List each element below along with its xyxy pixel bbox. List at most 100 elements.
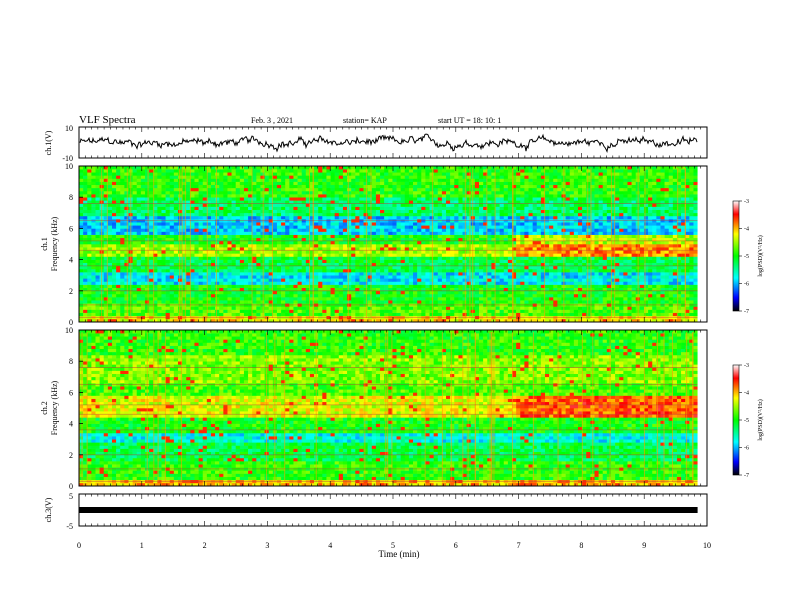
spec-cell <box>466 247 472 251</box>
spec-cell <box>549 265 554 270</box>
spec-cell <box>111 268 117 273</box>
spec-cell <box>140 231 146 235</box>
spec-cell <box>454 275 459 279</box>
spec-cell <box>111 256 117 260</box>
spec-cell <box>157 284 162 288</box>
spec-cell <box>643 237 649 242</box>
spec-cell <box>256 300 261 304</box>
spec-cell <box>322 265 327 270</box>
spec-cell <box>87 262 92 267</box>
spec-cell <box>499 318 505 323</box>
spec-cell <box>557 278 562 282</box>
spec-cell <box>136 309 142 313</box>
spec-cell <box>235 290 241 295</box>
spec-cell <box>668 300 674 304</box>
spec-cell <box>615 297 620 301</box>
spec-cell <box>610 297 616 301</box>
spec-cell <box>491 262 496 267</box>
spec-cell <box>91 237 96 242</box>
spec-cell <box>483 256 488 260</box>
spec-cell <box>619 237 624 242</box>
spec-cell <box>169 297 175 301</box>
spec-cell <box>586 250 591 254</box>
spec-cell <box>252 259 257 264</box>
spec-cell <box>190 300 195 304</box>
spec-cell <box>631 278 637 282</box>
spec-cell <box>231 231 236 235</box>
spec-cell <box>466 278 472 282</box>
spec-cell <box>223 231 228 235</box>
spec-cell <box>334 281 340 285</box>
spec-cell <box>664 312 670 317</box>
spec-cell <box>602 265 608 270</box>
spec-cell <box>693 253 698 257</box>
spec-cell <box>454 240 459 245</box>
spec-cell <box>351 240 356 245</box>
spec-cell <box>256 284 261 288</box>
spec-cell <box>491 225 496 229</box>
spec-cell <box>672 318 678 323</box>
spec-cell <box>606 234 612 239</box>
spec-cell <box>524 281 529 285</box>
spec-cell <box>285 256 290 260</box>
spec-cell <box>425 259 430 264</box>
spec-cell <box>223 287 228 292</box>
spec-cell <box>639 240 645 245</box>
spec-cell <box>516 244 521 248</box>
spec-cell <box>198 228 204 232</box>
spec-cell <box>182 272 187 276</box>
spec-cell <box>227 287 232 292</box>
spec-cell <box>458 284 463 288</box>
spec-cell <box>549 284 554 288</box>
spec-cell <box>219 297 224 301</box>
spec-cell <box>545 259 550 264</box>
spec-cell <box>144 281 150 285</box>
spec-cell <box>536 253 542 257</box>
spec-cell <box>528 293 533 298</box>
spec-cell <box>231 259 236 264</box>
spec-cell <box>417 228 422 232</box>
spec-cell <box>404 237 410 242</box>
spec-cell <box>252 228 257 232</box>
spec-cell <box>231 240 236 245</box>
spec-cell <box>289 297 294 301</box>
spec-cell <box>107 287 113 292</box>
spec-cell <box>549 247 554 251</box>
spec-cell <box>140 234 146 239</box>
spec-cell <box>648 234 653 239</box>
spec-cell <box>276 318 282 323</box>
spec-cell <box>219 268 224 273</box>
spec-cell <box>165 244 171 248</box>
spec-cell <box>219 306 224 310</box>
spec-cell <box>602 272 608 276</box>
spec-cell <box>606 312 612 317</box>
spec-cell <box>627 247 632 251</box>
spec-cell <box>342 240 348 245</box>
spec-cell <box>124 253 129 257</box>
spec-cell <box>545 247 550 251</box>
spec-cell <box>132 293 138 298</box>
spec-cell <box>182 265 187 270</box>
spec-cell <box>363 228 368 232</box>
spec-cell <box>425 265 430 270</box>
spec-cell <box>557 268 562 273</box>
spec-cell <box>553 318 558 323</box>
spec-cell <box>149 231 154 235</box>
spec-cell <box>95 287 100 292</box>
spec-cell <box>577 265 583 270</box>
spec-cell <box>140 284 146 288</box>
spec-cell <box>326 290 331 295</box>
spec-cell <box>347 312 352 317</box>
spec-cell <box>83 306 88 310</box>
spec-cell <box>144 222 150 226</box>
spec-cell <box>330 228 335 232</box>
spec-cell <box>87 265 92 270</box>
spec-cell <box>648 275 653 279</box>
spec-cell <box>693 281 698 285</box>
spec-cell <box>157 287 162 292</box>
spec-cell <box>664 240 670 245</box>
spec-cell <box>231 244 236 248</box>
spec-cell <box>503 300 509 304</box>
spec-cell <box>161 275 166 279</box>
spec-cell <box>610 228 616 232</box>
